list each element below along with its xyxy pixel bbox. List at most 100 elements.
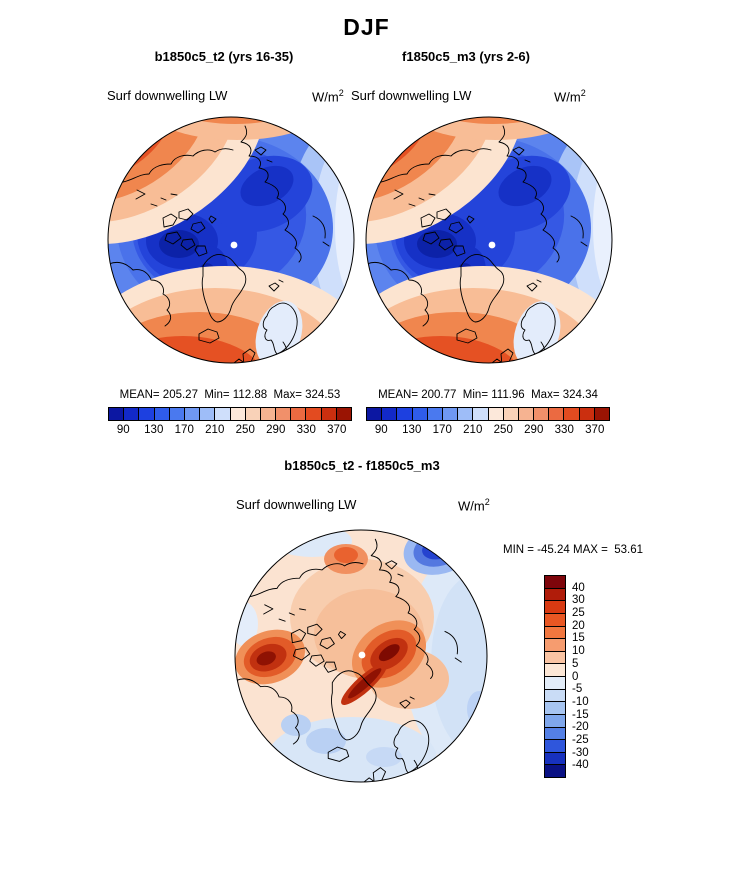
- diff-colorbar-tick-label: -10: [572, 695, 589, 708]
- colorbar-segment: [244, 408, 260, 420]
- diff-colorbar: [544, 575, 566, 778]
- diff-colorbar-tick-label: 5: [572, 657, 579, 670]
- panel2-field-label: Surf downwelling LW: [351, 88, 472, 103]
- diff-colorbar-tick-label: 15: [572, 632, 585, 645]
- diff-colorbar-tick-label: -25: [572, 733, 589, 746]
- diff-colorbar-tick-label: -15: [572, 708, 589, 721]
- colorbar-segment: [517, 408, 534, 420]
- colorbar-tick-label: 90: [116, 424, 130, 436]
- colorbar-segment: [381, 408, 397, 420]
- colorbar-segment: [533, 408, 549, 420]
- colorbar-segment: [545, 726, 565, 740]
- panel2-title: f1850c5_m3 (yrs 2-6): [402, 49, 530, 64]
- colorbar-tick-label: 250: [235, 424, 255, 436]
- colorbar-segment: [320, 408, 336, 420]
- colorbar-tick-label: 330: [296, 424, 316, 436]
- colorbar-segment: [545, 587, 565, 601]
- colorbar-segment: [335, 408, 351, 420]
- colorbar-tick-label: 210: [463, 424, 483, 436]
- colorbar-segment: [487, 408, 503, 420]
- colorbar-tick-label: 370: [585, 424, 605, 436]
- panel2-units-base: W/m: [554, 89, 581, 105]
- panel1-units-exp: 2: [338, 88, 344, 98]
- panel1-title: b1850c5_t2 (yrs 16-35): [154, 49, 294, 64]
- colorbar-segment: [545, 600, 565, 613]
- colorbar-segment: [109, 408, 124, 420]
- colorbar-segment: [545, 638, 565, 651]
- diff-colorbar-tick-label: 0: [572, 670, 579, 683]
- panel2-stats: MEAN= 200.77 Min= 111.96 Max= 324.34: [378, 389, 598, 401]
- diff-minmax-stats: MIN = -45.24 MAX = 53.61: [503, 544, 643, 556]
- colorbar-segment: [199, 408, 215, 420]
- colorbar-segment: [214, 408, 230, 420]
- diff-colorbar-tick-label: 40: [572, 581, 585, 594]
- panel2-colorbar: [366, 407, 610, 421]
- diff-units-exp: 2: [484, 497, 490, 507]
- diff-field-label: Surf downwelling LW: [236, 497, 357, 512]
- figure-title: DJF: [343, 14, 390, 40]
- colorbar-segment: [183, 408, 200, 420]
- colorbar-segment: [545, 625, 565, 639]
- colorbar-segment: [545, 751, 565, 765]
- colorbar-tick-label: 330: [554, 424, 574, 436]
- colorbar-segment: [545, 663, 565, 676]
- colorbar-segment: [545, 713, 565, 727]
- colorbar-tick-label: 170: [174, 424, 194, 436]
- colorbar-segment: [545, 676, 565, 689]
- colorbar-segment: [545, 576, 565, 588]
- map-panel1-polar-contour: [107, 116, 355, 364]
- map-diff-polar-contour: [234, 529, 488, 783]
- diff-units: W/m2: [458, 497, 490, 513]
- colorbar-segment: [367, 408, 382, 420]
- colorbar-segment: [168, 408, 184, 420]
- map-panel2-polar-contour: [365, 116, 613, 364]
- colorbar-segment: [548, 408, 564, 420]
- panel1-colorbar-ticks: 90 130 170 210 250 290 330 370: [108, 424, 352, 438]
- colorbar-segment: [545, 650, 565, 664]
- colorbar-segment: [396, 408, 412, 420]
- panel1-colorbar: [108, 407, 352, 421]
- colorbar-tick-label: 170: [432, 424, 452, 436]
- panel1-units-base: W/m: [312, 89, 339, 105]
- panel1-field-label: Surf downwelling LW: [107, 88, 228, 103]
- diff-colorbar-tick-label: -40: [572, 759, 589, 772]
- colorbar-tick-label: 370: [327, 424, 347, 436]
- panel2-units-exp: 2: [580, 88, 586, 98]
- diff-units-base: W/m: [458, 498, 485, 514]
- diff-colorbar-tick-label: 30: [572, 594, 585, 607]
- diff-title: b1850c5_t2 - f1850c5_m3: [284, 458, 440, 473]
- colorbar-segment: [545, 701, 565, 714]
- colorbar-segment: [441, 408, 458, 420]
- colorbar-segment: [305, 408, 321, 420]
- colorbar-tick-label: 130: [402, 424, 422, 436]
- diff-colorbar-tick-label: -5: [572, 683, 583, 696]
- colorbar-segment: [578, 408, 594, 420]
- colorbar-segment: [275, 408, 291, 420]
- colorbar-segment: [563, 408, 579, 420]
- colorbar-segment: [259, 408, 276, 420]
- diff-colorbar-tick-label: 25: [572, 607, 585, 620]
- colorbar-tick-label: 250: [493, 424, 513, 436]
- colorbar-segment: [229, 408, 245, 420]
- colorbar-tick-label: 290: [524, 424, 544, 436]
- diff-colorbar-tick-label: -30: [572, 746, 589, 759]
- colorbar-segment: [545, 688, 565, 702]
- panel1-units: W/m2: [312, 88, 344, 104]
- colorbar-tick-label: 90: [374, 424, 388, 436]
- colorbar-tick-label: 210: [205, 424, 225, 436]
- diff-colorbar-ticks: 40 30 25 20 15 10 5 0 -5 -10 -15 -20 -25 -30 -40: [570, 575, 610, 778]
- panel2-colorbar-ticks: 90 130 170 210 250 290 330 370: [366, 424, 610, 438]
- panel1-stats: MEAN= 205.27 Min= 112.88 Max= 324.53: [119, 389, 341, 401]
- colorbar-segment: [426, 408, 442, 420]
- colorbar-segment: [502, 408, 518, 420]
- colorbar-segment: [290, 408, 306, 420]
- colorbar-segment: [545, 739, 565, 752]
- colorbar-segment: [545, 612, 565, 626]
- colorbar-segment: [153, 408, 169, 420]
- colorbar-tick-label: 290: [266, 424, 286, 436]
- panel2-units: W/m2: [554, 88, 586, 104]
- colorbar-segment: [593, 408, 609, 420]
- colorbar-tick-label: 130: [144, 424, 164, 436]
- colorbar-segment: [545, 764, 565, 777]
